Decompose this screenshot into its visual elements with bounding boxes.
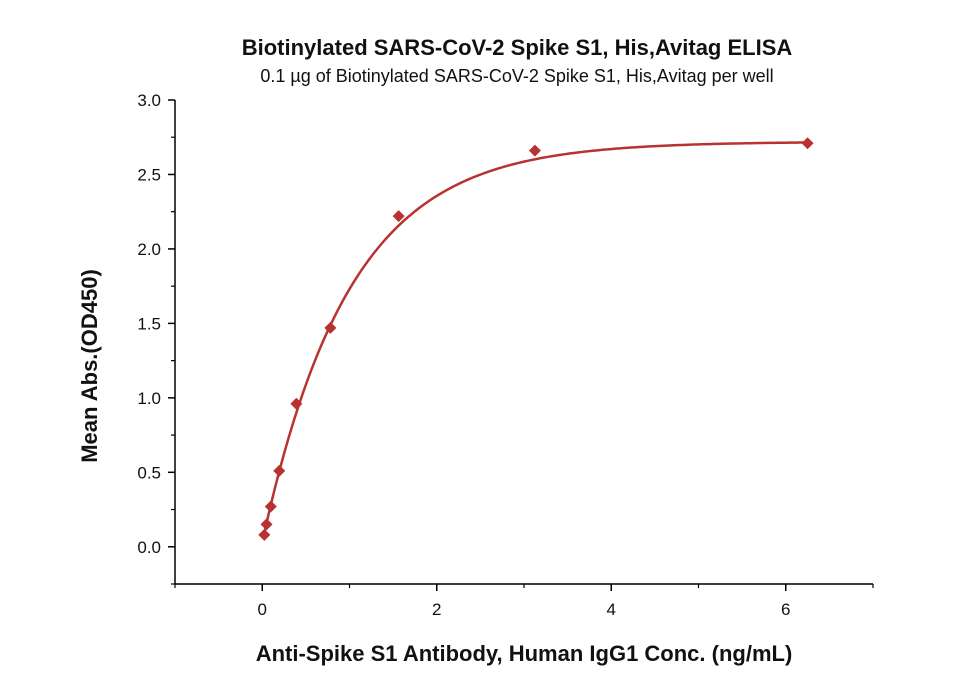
chart-title: Biotinylated SARS-CoV-2 Spike S1, His,Av… [242, 35, 793, 60]
data-point [273, 464, 286, 477]
data-point [324, 321, 337, 334]
data-point [290, 397, 303, 410]
y-tick-label: 2.5 [137, 165, 161, 184]
x-tick-label: 4 [607, 600, 616, 619]
y-tick-label: 0.0 [137, 538, 161, 557]
data-point [260, 518, 273, 531]
data-point [392, 210, 405, 223]
y-tick-label: 0.5 [137, 463, 161, 482]
x-axis-ticks: 0 2 4 6 [174, 584, 874, 619]
y-tick-label: 3.0 [137, 91, 161, 110]
data-point [528, 144, 541, 157]
data-point [264, 500, 277, 513]
y-tick-label: 2.0 [137, 240, 161, 259]
chart-subtitle: 0.1 µg of Biotinylated SARS-CoV-2 Spike … [260, 66, 773, 86]
fit-curve [263, 141, 808, 534]
x-tick-label: 2 [432, 600, 441, 619]
x-tick-label: 6 [781, 600, 790, 619]
data-point [801, 137, 814, 150]
y-axis-ticks: 0.0 0.5 1.0 1.5 2.0 2.5 3.0 [137, 91, 175, 585]
y-axis-label: Mean Abs.(OD450) [77, 269, 102, 463]
data-point [258, 528, 271, 541]
x-tick-label: 0 [258, 600, 267, 619]
y-tick-label: 1.5 [137, 314, 161, 333]
y-tick-label: 1.0 [137, 389, 161, 408]
x-axis-label: Anti-Spike S1 Antibody, Human IgG1 Conc.… [256, 641, 793, 666]
data-points [258, 137, 814, 541]
